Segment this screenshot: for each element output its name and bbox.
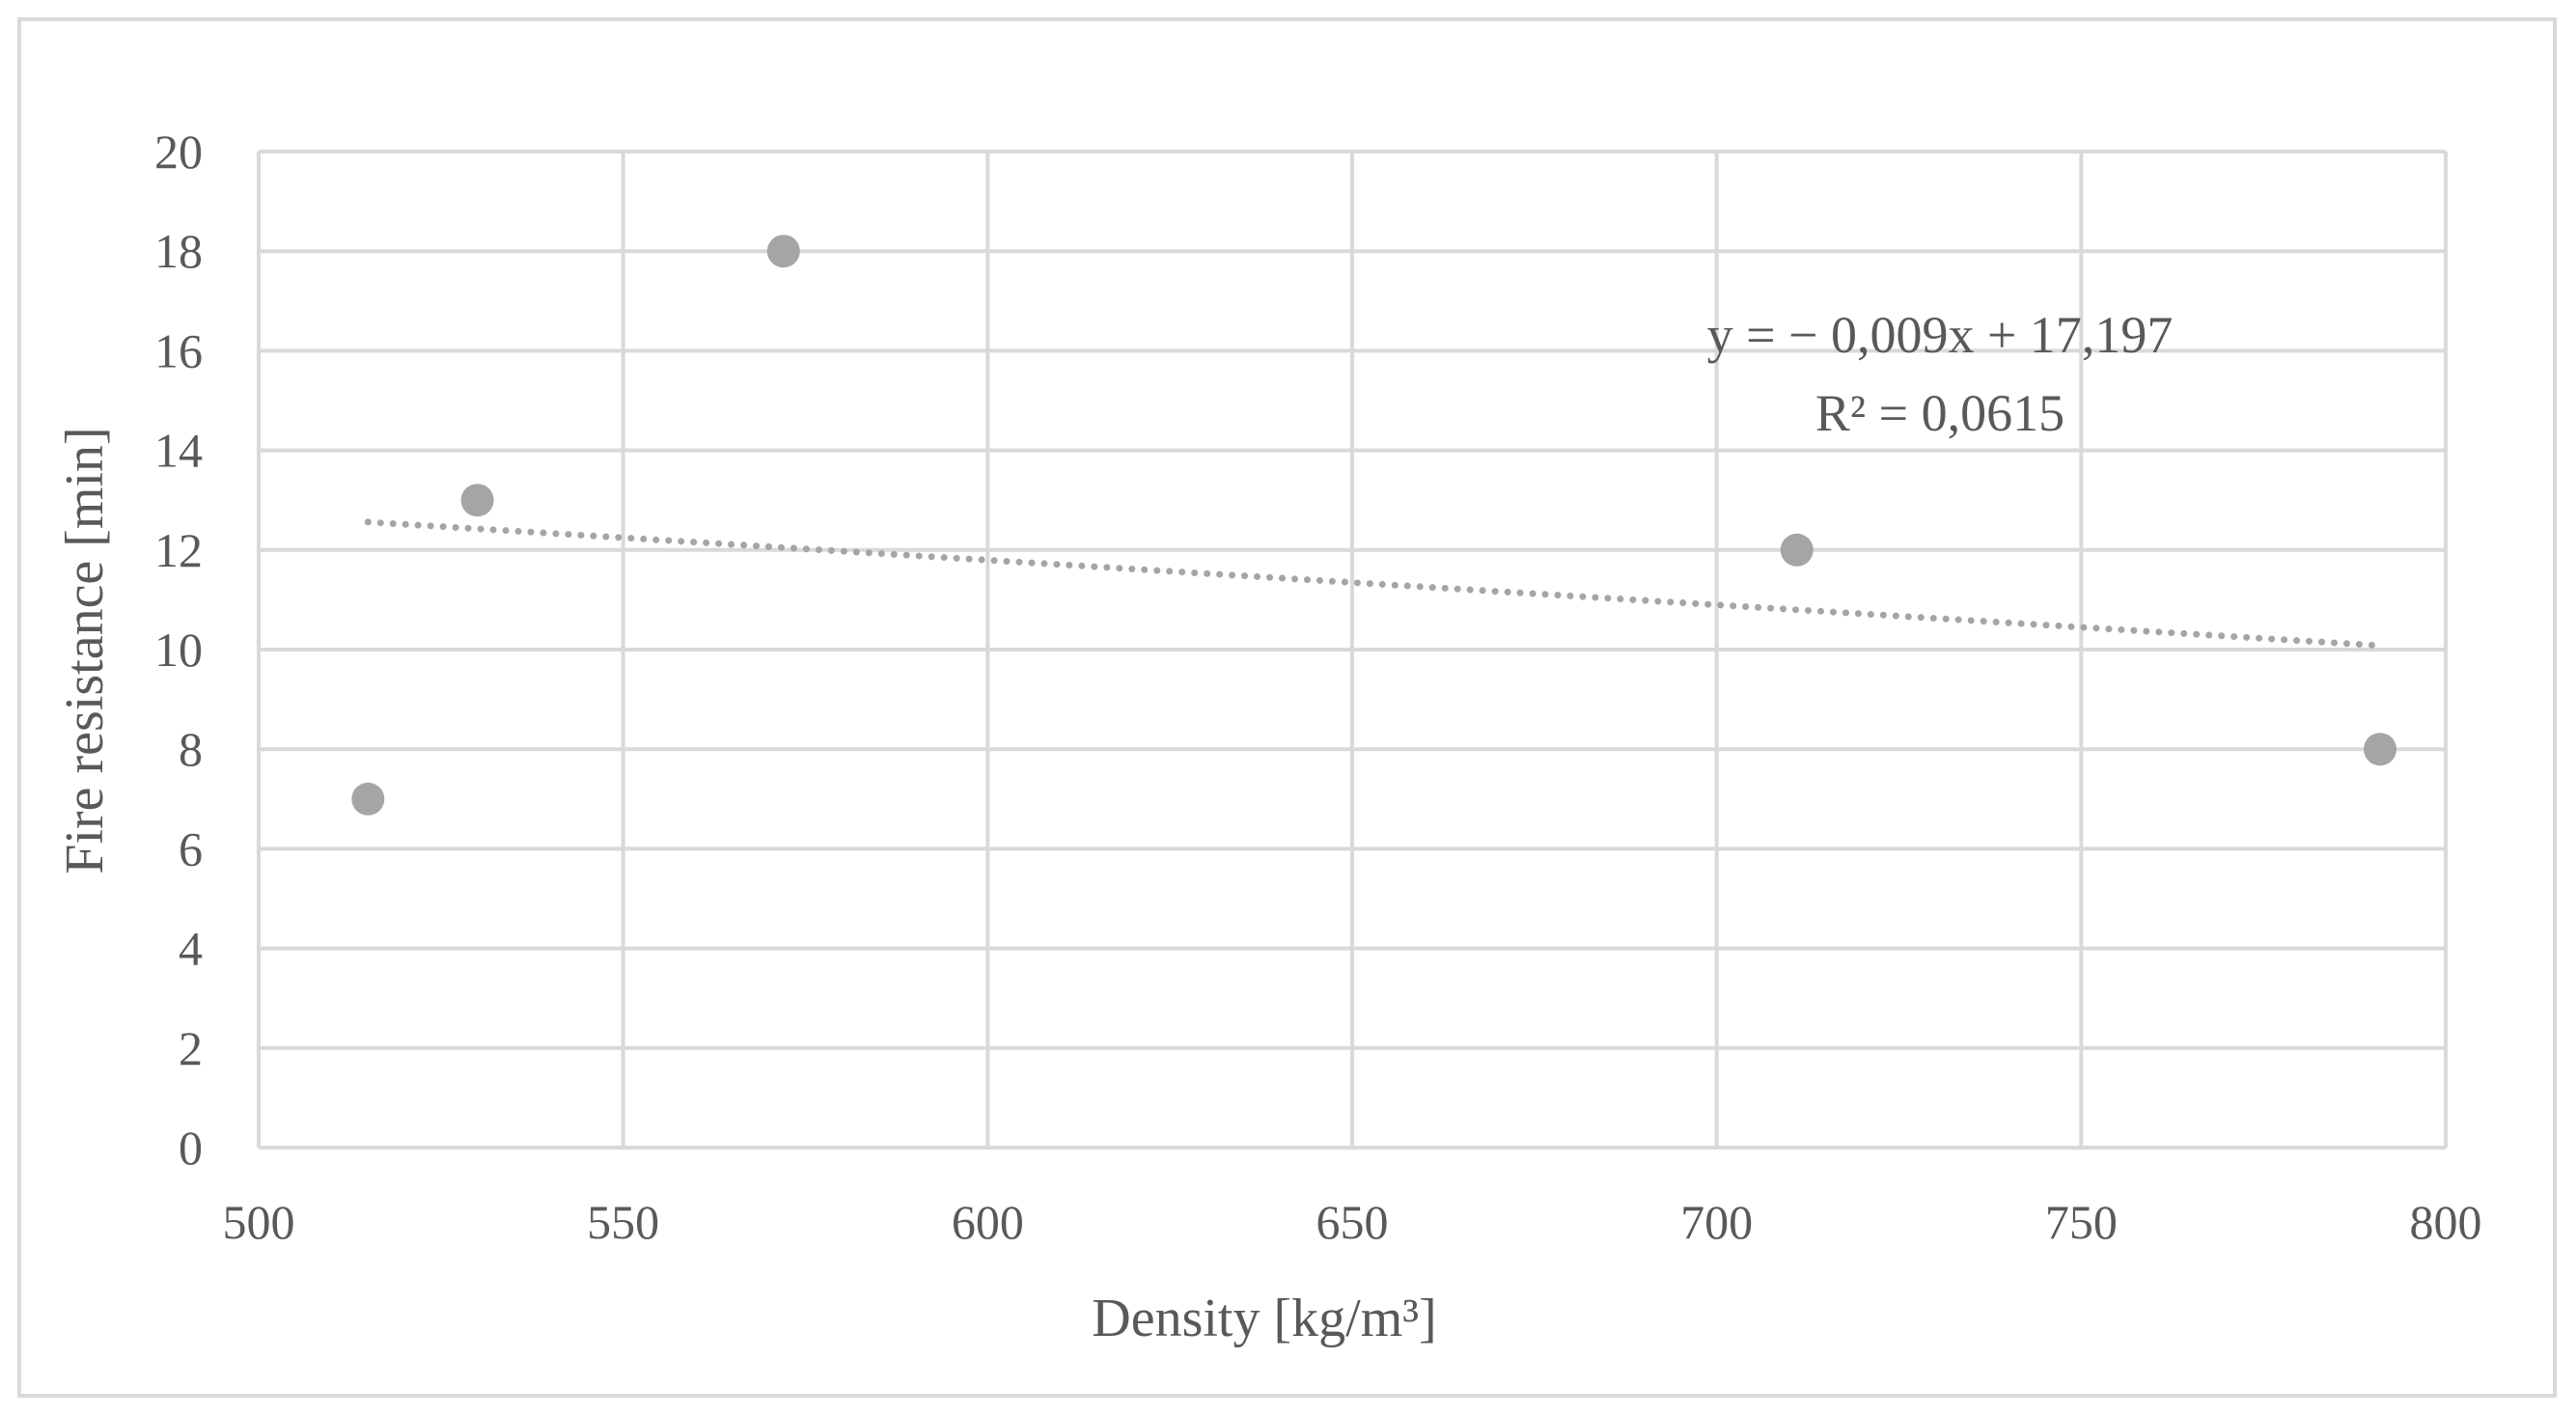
y-tick-label: 4 bbox=[179, 922, 203, 976]
x-tick-label: 700 bbox=[1680, 1195, 1753, 1249]
y-tick-label: 10 bbox=[154, 623, 203, 677]
y-tick-label: 16 bbox=[154, 323, 203, 377]
data-point-4 bbox=[2364, 733, 2397, 766]
y-tick-label: 14 bbox=[154, 424, 203, 478]
trendline-layer bbox=[364, 518, 2384, 650]
y-tick-label: 6 bbox=[179, 821, 203, 875]
y-tick-label: 2 bbox=[179, 1021, 203, 1075]
y-axis-title: Fire resistance [min] bbox=[55, 427, 115, 874]
y-tick-label: 20 bbox=[154, 125, 203, 179]
x-tick-label: 500 bbox=[223, 1195, 295, 1249]
x-tick-label: 750 bbox=[2045, 1195, 2118, 1249]
x-tick-label: 800 bbox=[2410, 1195, 2482, 1249]
chart-frame bbox=[17, 17, 2557, 1398]
data-point-1 bbox=[460, 484, 494, 517]
y-tick-label: 12 bbox=[154, 523, 203, 577]
y-tick-label: 18 bbox=[154, 224, 203, 278]
data-point-3 bbox=[1780, 533, 1814, 567]
y-tick-label: 8 bbox=[179, 722, 203, 776]
grid-layer bbox=[257, 150, 2448, 1150]
data-point-2 bbox=[766, 235, 800, 268]
y-tick-label: 0 bbox=[179, 1121, 203, 1175]
x-tick-label: 550 bbox=[587, 1195, 659, 1249]
x-tick-label: 650 bbox=[1316, 1195, 1389, 1249]
data-point-layer bbox=[351, 235, 2397, 816]
trendline-r-squared: R² = 0,0615 bbox=[1815, 384, 2064, 442]
tick-label-layer: 0 2 4 6 8 10 12 14 16 18 20 500 550 600 650 700 750 800 bbox=[154, 125, 2482, 1249]
data-point-0 bbox=[351, 782, 385, 816]
x-axis-title: Density [kg/m³] bbox=[1092, 1289, 1436, 1348]
linear-trendline bbox=[364, 518, 2384, 650]
trendline-equation: y = − 0,009x + 17,197 bbox=[1707, 306, 2174, 364]
x-tick-label: 600 bbox=[952, 1195, 1024, 1249]
